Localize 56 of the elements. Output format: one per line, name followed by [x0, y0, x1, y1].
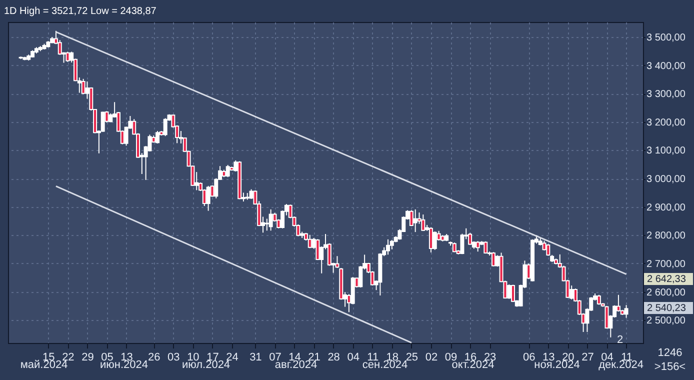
candlestick	[413, 208, 418, 233]
candlestick	[66, 51, 70, 62]
candlestick	[604, 305, 609, 330]
y-tick-label: 2 600,00	[646, 287, 686, 298]
text: 2 540,23	[647, 303, 686, 314]
x-tick-label: 04	[601, 352, 614, 364]
x-tick-label: 04	[347, 352, 360, 364]
candlestick	[491, 252, 496, 267]
x-tick-label: 11	[367, 352, 379, 364]
y-tick-label: 2 800,00	[646, 230, 686, 242]
y-tick-label: 2 500,00	[646, 316, 686, 327]
candlestick	[386, 238, 390, 256]
text: >156<	[654, 361, 686, 373]
x-tick-label: 03	[168, 352, 180, 364]
x-tick-label: 09	[444, 352, 458, 364]
candlestick	[468, 232, 472, 246]
x-tick-label: 13	[542, 352, 555, 364]
chart-title: 1D High = 3521,72 Low = 2438,87	[4, 6, 157, 17]
y-tick-label: 3 300,00	[646, 89, 686, 100]
y-tick-label: 3 500,00	[646, 32, 686, 44]
x-tick-label: 27	[582, 352, 594, 364]
candlestick	[226, 164, 230, 178]
x-tick-label: 29	[82, 352, 94, 364]
candlestick	[308, 234, 312, 249]
y-tick-label: 2 700,00	[646, 258, 686, 270]
x-tick-label: 28	[328, 352, 340, 364]
x-tick-label: 02	[425, 352, 438, 364]
x-tick-label: 10	[187, 352, 200, 364]
annotation: 2	[616, 334, 624, 346]
text: май.2024	[20, 359, 68, 371]
candlestick	[511, 284, 515, 302]
candlestick	[624, 304, 628, 318]
x-tick-label: 06	[523, 352, 536, 364]
y-tick-label: 2 900,00	[646, 202, 686, 214]
candlestick	[428, 226, 433, 253]
candlestick	[163, 118, 168, 137]
x-tick-label: 31	[250, 352, 262, 364]
x-tick-label: 07	[269, 352, 282, 364]
candlestick	[421, 214, 426, 232]
candlestick	[507, 284, 512, 300]
text: 1246	[658, 347, 682, 359]
x-tick-label: 05	[101, 352, 114, 364]
y-tick-label: 3 000,00	[646, 174, 686, 186]
candlestick	[268, 208, 273, 232]
x-tick-label: 25	[406, 352, 418, 364]
candlestick	[156, 130, 160, 144]
candlestick	[596, 294, 601, 306]
y-tick-label: 3 200,00	[646, 117, 686, 128]
candlestick	[81, 78, 86, 95]
text: 2 642,33	[647, 274, 686, 285]
y-tick-label: 3 400,00	[646, 60, 686, 72]
candlestick	[206, 185, 210, 212]
candlestick	[476, 240, 480, 252]
candlestick	[432, 230, 437, 250]
x-tick-label: 26	[148, 352, 160, 364]
y-tick-label: 3 100,00	[646, 146, 686, 157]
